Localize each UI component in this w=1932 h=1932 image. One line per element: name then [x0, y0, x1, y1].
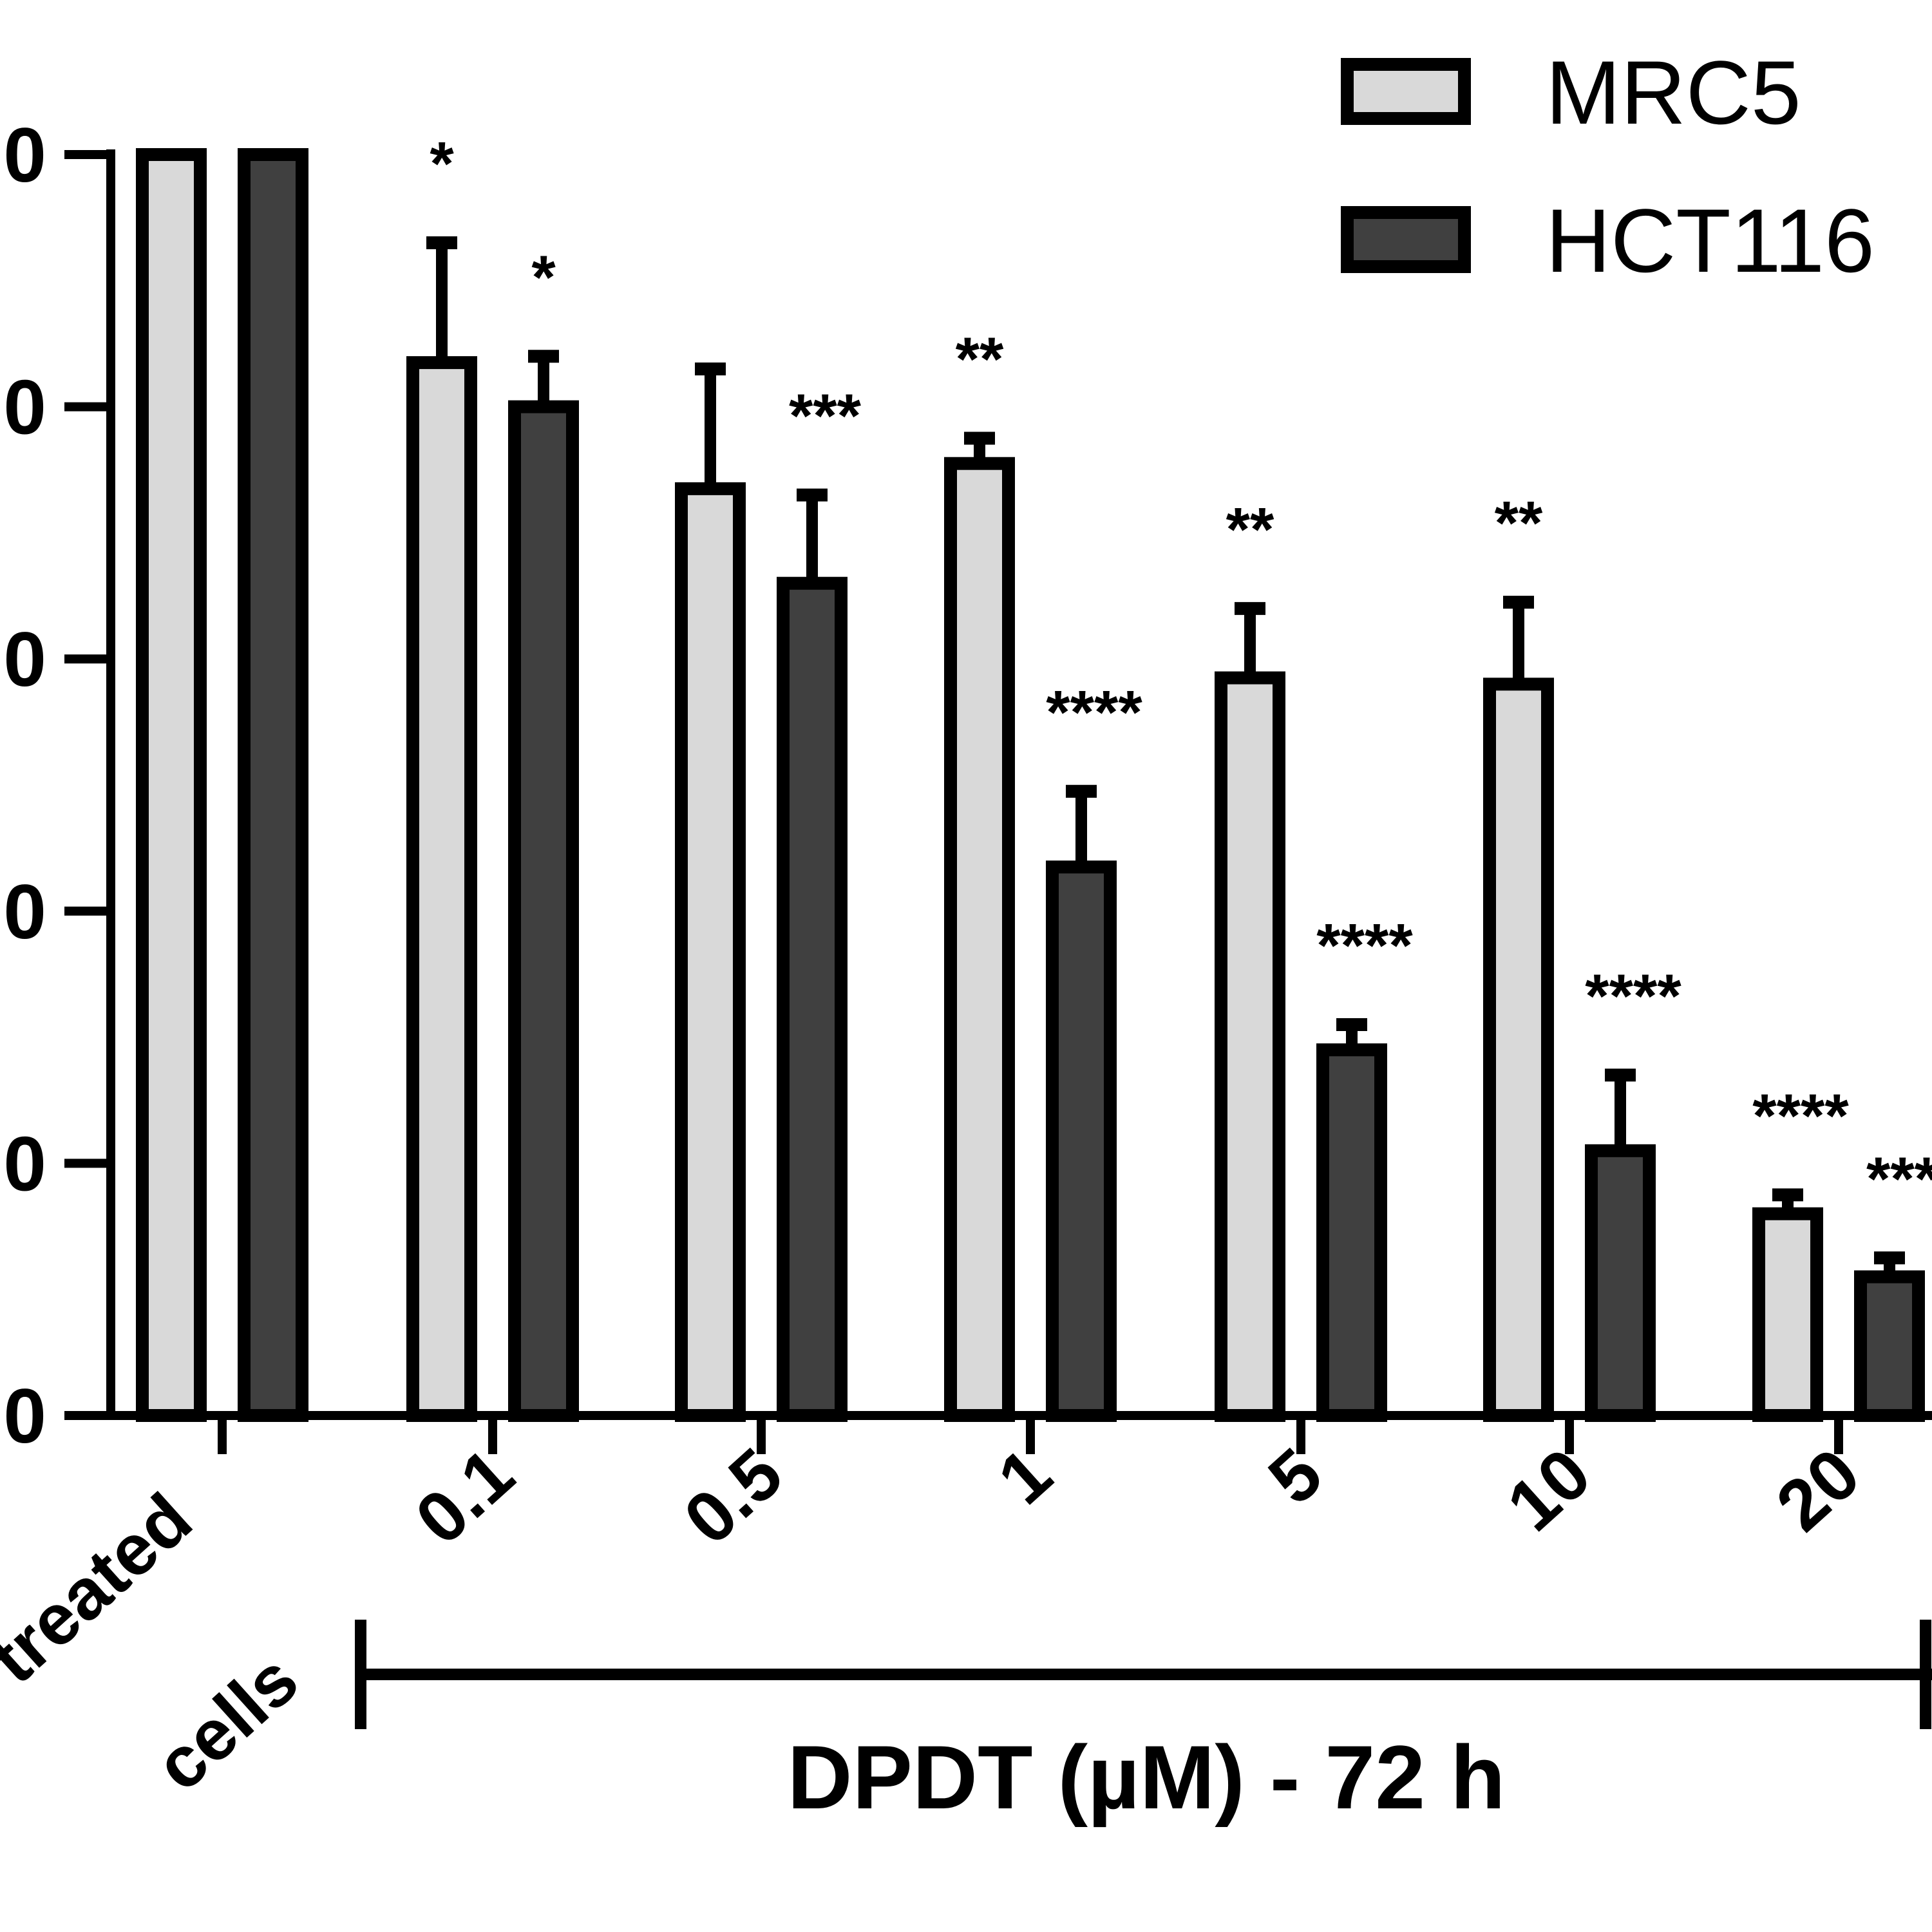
y-tick-label: 0 — [3, 112, 46, 198]
category-label: 0.5 — [669, 1433, 797, 1560]
category-label: 10 — [1492, 1433, 1605, 1546]
bar-mrc5 — [1215, 671, 1285, 1422]
significance-label: ** — [1226, 495, 1274, 564]
significance-label: * — [430, 129, 454, 198]
x-ticks — [218, 1416, 1843, 1454]
legend-swatch-hct116 — [1341, 206, 1471, 273]
bar-hct116 — [508, 400, 579, 1422]
bar-mrc5 — [1483, 677, 1554, 1422]
significance-label: *** — [789, 382, 862, 451]
x-axis-title: DPDT (µM) - 72 h — [787, 1727, 1505, 1828]
bar-mrc5 — [136, 148, 207, 1422]
significance-label: **** — [1316, 911, 1413, 980]
bar-hct116 — [238, 148, 308, 1422]
significance-label: **** — [1585, 961, 1681, 1030]
category-label: 0.1 — [401, 1433, 529, 1560]
bar-hct116 — [1046, 860, 1117, 1422]
y-ticks: 0 0 0 0 0 0 — [3, 112, 111, 1459]
category-extra-label: cells — [140, 1639, 313, 1806]
legend-label-hct116: HCT116 — [1546, 190, 1875, 291]
significance-label: *** — [1866, 1144, 1932, 1213]
bar-mrc5 — [1752, 1207, 1823, 1422]
significance-label: * — [531, 243, 556, 312]
y-tick-label: 0 — [3, 1121, 46, 1207]
legend-swatch-mrc5 — [1341, 58, 1471, 125]
y-tick-label: 0 — [3, 1373, 46, 1459]
category-labels: treated 0.1 0.5 1 5 10 20 — [0, 1433, 1875, 1699]
category-label: treated — [0, 1478, 207, 1699]
significance-label: **** — [1752, 1081, 1849, 1150]
bar-hct116 — [777, 576, 848, 1422]
y-tick-label: 0 — [3, 869, 46, 955]
category-label: 5 — [1253, 1433, 1337, 1520]
significance-label: **** — [1046, 678, 1142, 747]
significance-label: ** — [1495, 489, 1543, 558]
y-tick-label: 0 — [3, 616, 46, 703]
bar-hct116 — [1316, 1043, 1387, 1423]
y-tick-label: 0 — [3, 365, 46, 451]
significance-label: ** — [956, 325, 1004, 394]
legend: MRC5 HCT116 — [1341, 42, 1875, 291]
bar-mrc5 — [944, 457, 1015, 1423]
bar-hct116 — [1854, 1270, 1925, 1422]
bar-mrc5 — [406, 356, 477, 1423]
category-label: 20 — [1761, 1433, 1875, 1546]
bar-hct116 — [1585, 1144, 1656, 1422]
bars: ****************************** — [136, 129, 1932, 1423]
bar-mrc5 — [675, 482, 746, 1422]
category-label: 1 — [983, 1433, 1066, 1520]
legend-label-mrc5: MRC5 — [1546, 42, 1801, 143]
